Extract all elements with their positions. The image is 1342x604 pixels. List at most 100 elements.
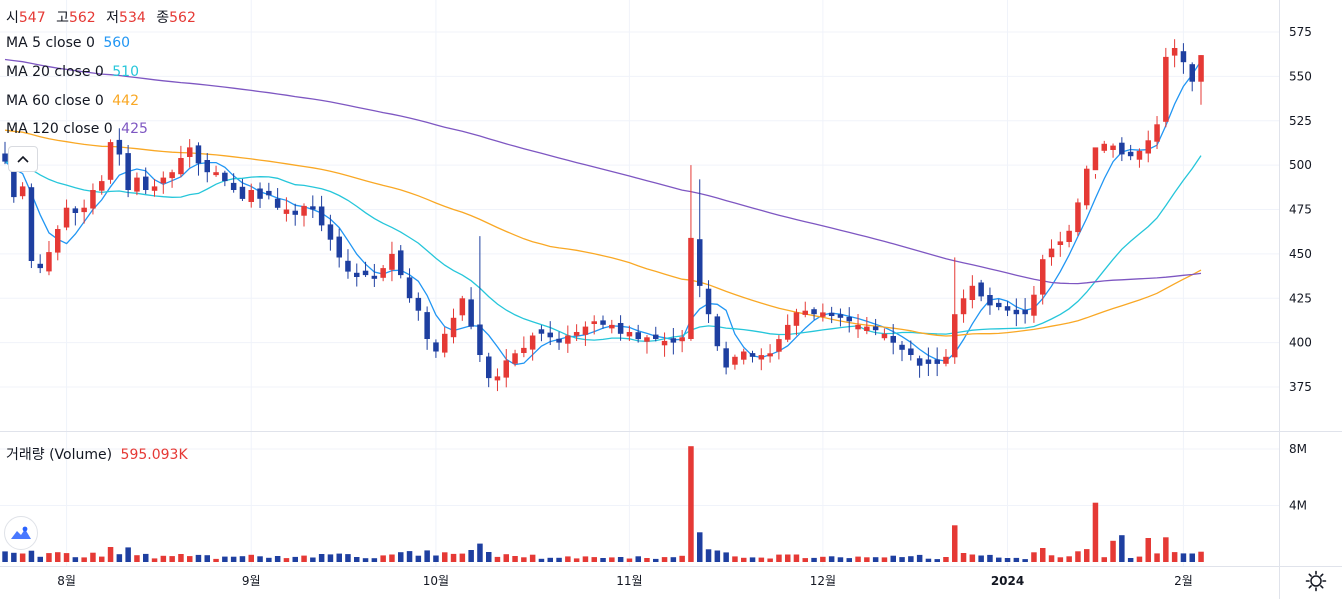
candle-body — [1013, 309, 1020, 315]
candle-body — [617, 323, 624, 334]
volume-bar — [503, 554, 509, 562]
volume-bar — [1066, 556, 1072, 562]
candle-body — [160, 177, 167, 184]
candle-body — [371, 275, 378, 279]
volume-bar — [424, 550, 430, 562]
volume-bar — [371, 558, 378, 562]
candle-body — [943, 356, 949, 364]
volume-bar — [266, 557, 272, 562]
candle-body — [767, 353, 773, 357]
price-tick-label: 525 — [1289, 114, 1312, 128]
volume-bar — [494, 556, 501, 562]
candle-body — [19, 186, 26, 197]
volume-bar — [785, 554, 791, 562]
volume-bar — [644, 558, 650, 562]
ma60-legend[interactable]: MA 60 close 0 442 — [6, 93, 139, 109]
volume-bar — [1075, 551, 1081, 562]
volume-bar — [521, 557, 527, 562]
collapse-legend-button[interactable] — [8, 146, 38, 172]
tradingview-logo-icon[interactable] — [4, 516, 38, 550]
volume-bar — [336, 553, 342, 562]
candle-body — [908, 348, 914, 355]
volume-bar — [547, 557, 553, 562]
candle-body — [336, 236, 342, 258]
volume-bar — [2, 551, 8, 562]
candle-body — [2, 153, 8, 162]
volume-label: 거래량 (Volume) — [6, 447, 113, 463]
price-tick-label: 450 — [1289, 247, 1312, 261]
volume-bar — [415, 555, 422, 562]
ma120-line — [4, 58, 1202, 285]
volume-bar — [1092, 502, 1099, 562]
candle-body — [1092, 147, 1099, 171]
ma120-legend[interactable]: MA 120 close 0 425 — [6, 121, 148, 137]
candle-body — [494, 376, 501, 381]
volume-bar — [1127, 558, 1134, 562]
candle-body — [63, 207, 70, 228]
candle-body — [1022, 309, 1028, 315]
candle-body — [90, 190, 96, 209]
volume-bar — [723, 552, 729, 562]
volume-bar — [556, 557, 562, 562]
candle-body — [1154, 124, 1160, 142]
volume-bar — [952, 525, 958, 562]
volume-bar — [996, 557, 1002, 562]
volume-bar — [916, 554, 923, 562]
candle-body — [573, 332, 580, 336]
volume-tick-label: 8M — [1289, 442, 1307, 456]
volume-bar — [925, 558, 932, 562]
candle-body — [626, 332, 633, 337]
volume-bar — [239, 556, 246, 562]
chevron-up-icon — [17, 150, 29, 168]
price-tick-label: 425 — [1289, 291, 1312, 305]
candle-body — [1119, 142, 1125, 155]
candle-body — [28, 187, 35, 261]
volume-legend[interactable]: 거래량 (Volume) 595.093K — [6, 444, 188, 464]
volume-bar — [793, 554, 800, 562]
volume-bar — [943, 557, 949, 562]
ohlc-legend: 시547 고562 저534 종562 — [6, 7, 202, 27]
volume-bar — [143, 553, 149, 562]
ma60-value: 442 — [112, 93, 139, 109]
gear-icon[interactable] — [1304, 569, 1328, 593]
candle-body — [230, 182, 237, 190]
candle-body — [582, 326, 589, 335]
candle-body — [459, 298, 466, 316]
candle-body — [828, 312, 835, 316]
candle-body — [318, 206, 325, 226]
candle-body — [600, 320, 606, 325]
volume-bar — [538, 558, 545, 562]
candle-body — [169, 172, 175, 179]
ma60-label: MA 60 close 0 — [6, 93, 104, 109]
candle-body — [802, 310, 808, 315]
ma20-label: MA 20 close 0 — [6, 64, 104, 80]
volume-bar — [749, 557, 756, 562]
candle-body — [46, 252, 52, 272]
candle-body — [81, 207, 87, 213]
candle-body — [398, 250, 404, 276]
volume-bar — [398, 552, 404, 562]
open-value: 547 — [18, 10, 46, 26]
volume-bar — [776, 554, 782, 562]
candle-body — [916, 358, 923, 366]
ma120-label: MA 120 close 0 — [6, 121, 113, 137]
grid-layer — [0, 0, 1279, 566]
volume-bar — [468, 550, 474, 562]
volume-bar — [19, 553, 26, 562]
volume-bar — [450, 553, 457, 562]
low-label: 저 — [106, 10, 120, 26]
candle-body — [609, 324, 615, 329]
volume-bar — [55, 552, 61, 562]
candle-body — [855, 324, 861, 330]
candle-body — [257, 188, 263, 199]
ma20-legend[interactable]: MA 20 close 0 510 — [6, 64, 139, 80]
price-tick-label: 500 — [1289, 158, 1312, 172]
volume-bar — [477, 543, 483, 562]
candle-body — [415, 297, 422, 311]
volume-bar — [512, 556, 518, 562]
candle-body — [776, 339, 782, 352]
ma5-legend[interactable]: MA 5 close 0 560 — [6, 35, 130, 51]
candle-body — [468, 299, 474, 327]
